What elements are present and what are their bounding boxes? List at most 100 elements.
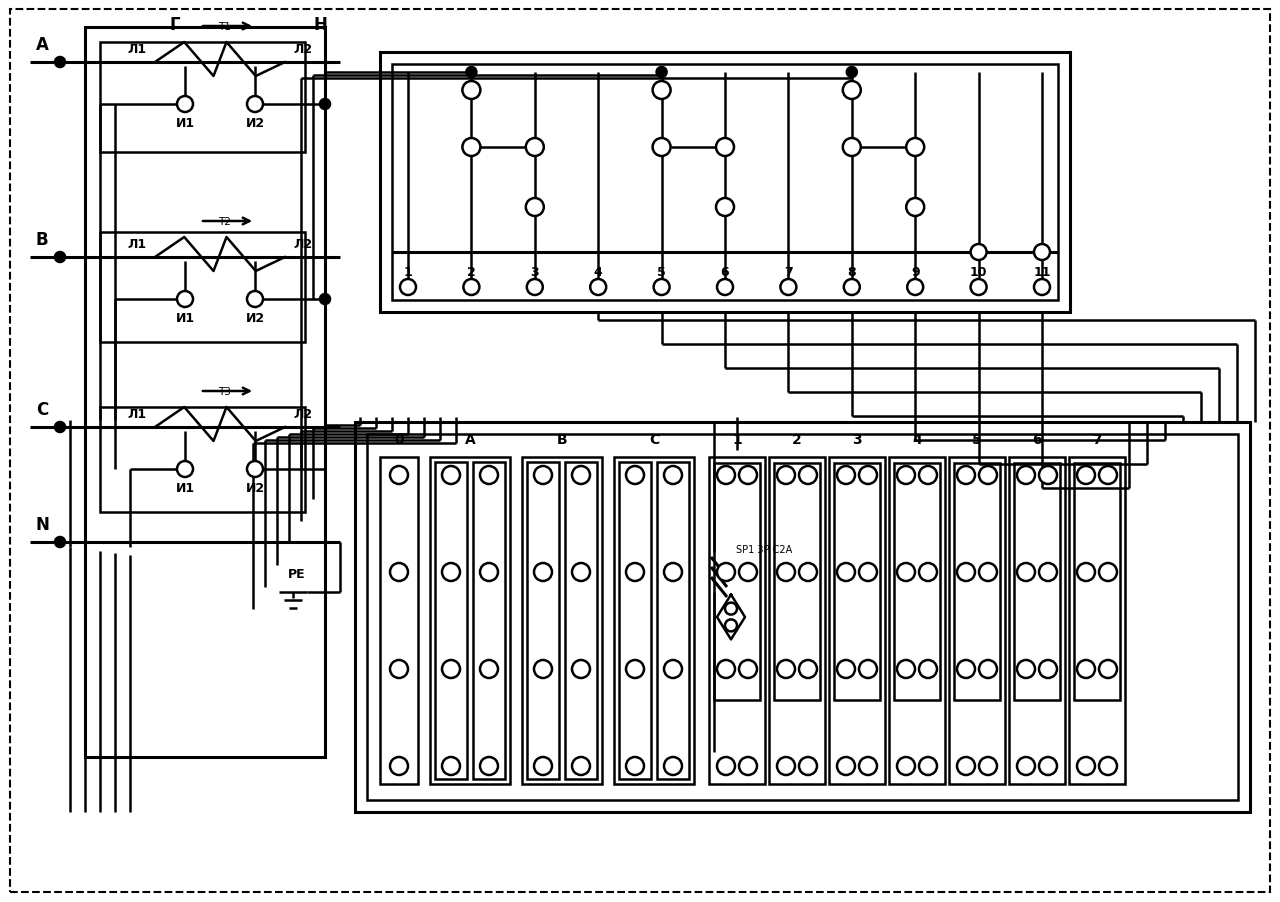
Circle shape xyxy=(55,422,65,433)
Circle shape xyxy=(1018,757,1036,775)
Text: Л2: Л2 xyxy=(293,237,312,250)
Text: 3: 3 xyxy=(852,433,861,446)
Circle shape xyxy=(724,620,737,631)
Circle shape xyxy=(897,466,915,484)
Circle shape xyxy=(654,280,669,296)
Bar xyxy=(100,43,305,152)
Bar xyxy=(527,463,559,779)
Circle shape xyxy=(799,466,817,484)
Circle shape xyxy=(906,139,924,157)
Text: 9: 9 xyxy=(911,266,919,280)
Circle shape xyxy=(526,139,544,157)
Circle shape xyxy=(177,291,193,308)
Circle shape xyxy=(626,466,644,484)
Circle shape xyxy=(739,660,756,678)
Circle shape xyxy=(799,564,817,582)
Circle shape xyxy=(247,462,262,477)
Bar xyxy=(380,53,1070,313)
Circle shape xyxy=(777,466,795,484)
Circle shape xyxy=(957,466,975,484)
Circle shape xyxy=(957,757,975,775)
Circle shape xyxy=(1076,660,1094,678)
Circle shape xyxy=(919,660,937,678)
Circle shape xyxy=(717,466,735,484)
Circle shape xyxy=(970,280,987,296)
Bar xyxy=(355,422,1251,812)
Circle shape xyxy=(799,757,817,775)
Text: Л1: Л1 xyxy=(128,237,147,250)
Text: 3: 3 xyxy=(530,266,539,280)
Text: 10: 10 xyxy=(970,266,987,280)
Circle shape xyxy=(1076,564,1094,582)
Circle shape xyxy=(739,757,756,775)
Circle shape xyxy=(442,757,460,775)
Circle shape xyxy=(480,564,498,582)
Bar xyxy=(893,464,940,700)
Text: В: В xyxy=(36,231,49,249)
Text: С: С xyxy=(649,433,659,446)
Circle shape xyxy=(957,660,975,678)
Circle shape xyxy=(1034,280,1050,296)
Circle shape xyxy=(799,660,817,678)
Bar xyxy=(367,435,1238,800)
Text: А: А xyxy=(465,433,475,446)
Text: 0: 0 xyxy=(394,433,403,446)
Circle shape xyxy=(777,757,795,775)
Circle shape xyxy=(1034,244,1050,261)
Text: 7: 7 xyxy=(785,266,792,280)
Circle shape xyxy=(177,462,193,477)
Bar xyxy=(620,463,652,779)
Circle shape xyxy=(320,295,330,305)
Circle shape xyxy=(247,97,262,113)
Circle shape xyxy=(1018,660,1036,678)
Bar xyxy=(380,457,419,784)
Circle shape xyxy=(534,564,552,582)
Bar xyxy=(1009,457,1065,784)
Circle shape xyxy=(837,564,855,582)
Circle shape xyxy=(897,564,915,582)
Circle shape xyxy=(777,660,795,678)
Circle shape xyxy=(1018,466,1036,484)
Text: N: N xyxy=(35,515,49,533)
Circle shape xyxy=(1039,660,1057,678)
Circle shape xyxy=(55,58,65,68)
Text: Н: Н xyxy=(314,16,326,34)
Text: 2: 2 xyxy=(792,433,801,446)
Bar xyxy=(100,233,305,343)
Text: PE: PE xyxy=(288,568,306,581)
Circle shape xyxy=(897,757,915,775)
Bar xyxy=(954,464,1000,700)
Circle shape xyxy=(842,82,860,100)
Circle shape xyxy=(837,757,855,775)
Circle shape xyxy=(979,757,997,775)
Circle shape xyxy=(572,660,590,678)
Circle shape xyxy=(897,660,915,678)
Text: SP1 3P C2A: SP1 3P C2A xyxy=(736,545,792,555)
Circle shape xyxy=(653,82,671,100)
Text: И1: И1 xyxy=(175,481,195,494)
Circle shape xyxy=(1100,757,1117,775)
Circle shape xyxy=(572,757,590,775)
Text: С: С xyxy=(36,400,49,419)
Circle shape xyxy=(847,68,856,78)
Circle shape xyxy=(462,82,480,100)
Circle shape xyxy=(626,757,644,775)
Circle shape xyxy=(739,466,756,484)
Bar xyxy=(948,457,1005,784)
Circle shape xyxy=(859,466,877,484)
Text: Т3: Т3 xyxy=(219,387,232,397)
Text: 8: 8 xyxy=(847,266,856,280)
Circle shape xyxy=(716,198,733,216)
Bar xyxy=(435,463,467,779)
Circle shape xyxy=(480,660,498,678)
Bar xyxy=(774,464,820,700)
Text: А: А xyxy=(36,36,49,54)
Circle shape xyxy=(247,291,262,308)
Circle shape xyxy=(572,466,590,484)
Circle shape xyxy=(717,757,735,775)
Circle shape xyxy=(442,466,460,484)
Circle shape xyxy=(55,538,65,548)
Circle shape xyxy=(177,97,193,113)
Circle shape xyxy=(320,100,330,110)
Circle shape xyxy=(390,466,408,484)
